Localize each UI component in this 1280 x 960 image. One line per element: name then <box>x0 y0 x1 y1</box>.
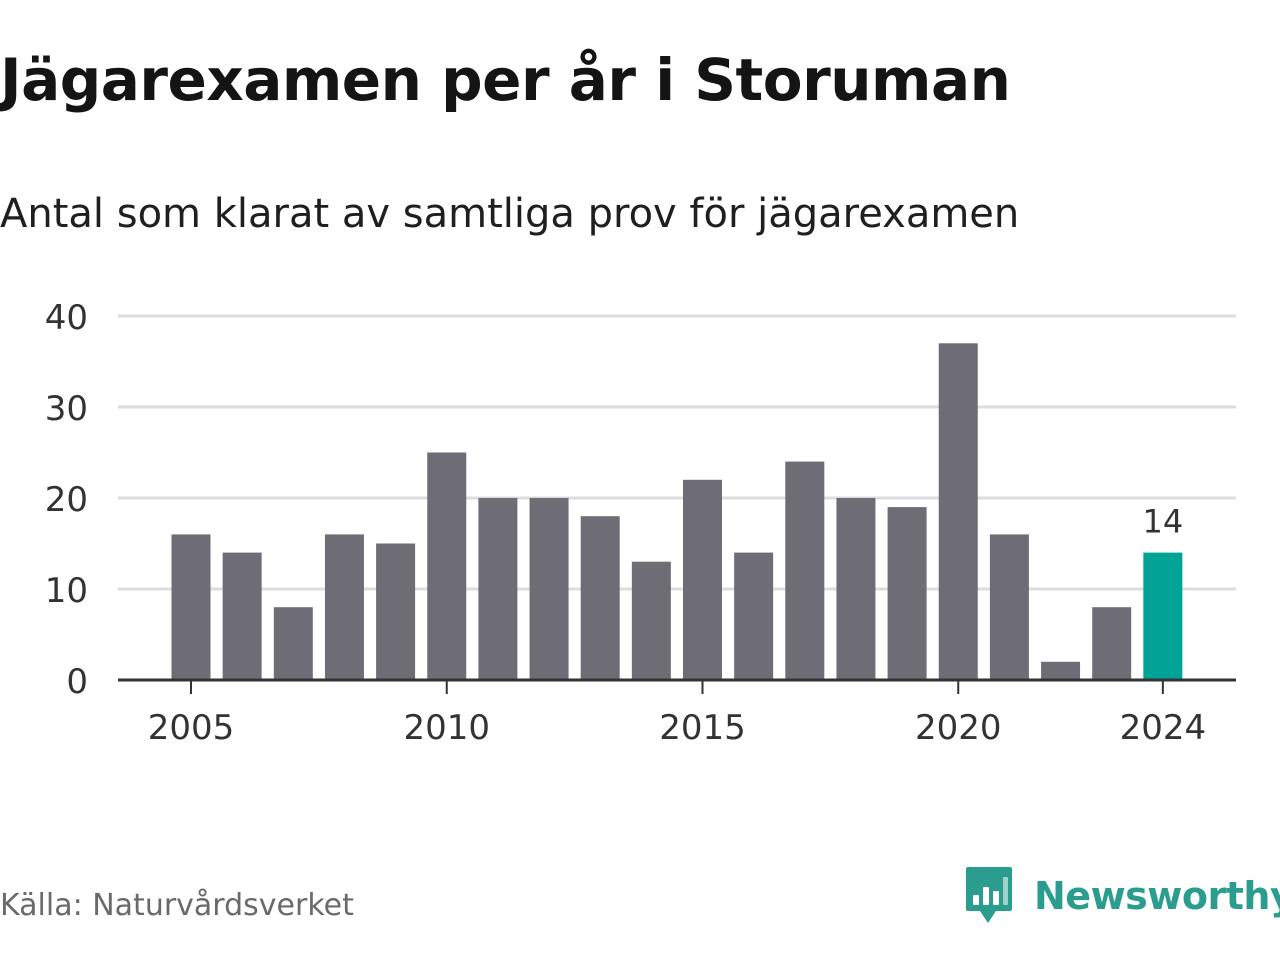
bar-2022 <box>1041 661 1081 680</box>
bar-2007 <box>273 607 313 680</box>
y-tick-label: 30 <box>45 389 88 429</box>
bar-2008 <box>324 534 364 680</box>
x-tick-label: 2015 <box>659 708 746 748</box>
data-labels: 14 <box>1142 503 1183 541</box>
x-tick-label: 2010 <box>403 708 490 748</box>
y-tick-label: 20 <box>45 480 88 520</box>
data-label-2024: 14 <box>1142 503 1183 541</box>
gridlines <box>118 314 1236 591</box>
x-tick-label: 2024 <box>1120 708 1207 748</box>
bar-2017 <box>785 461 825 680</box>
bar-2018 <box>836 498 876 680</box>
newsworthy-logo-icon <box>966 867 1012 923</box>
y-axis-tick-labels: 0 10 20 30 40 <box>45 298 88 702</box>
brand-logo[interactable]: Newsworthy <box>964 864 1280 928</box>
bar-2024 <box>1143 552 1183 680</box>
x-tick-label: 2020 <box>915 708 1002 748</box>
bar-2014 <box>631 561 671 680</box>
bar-2015 <box>683 479 722 680</box>
y-tick-label: 10 <box>45 571 88 611</box>
chart-title: Jägarexamen per år i Storuman <box>0 46 1011 114</box>
bar-2011 <box>478 498 518 680</box>
bar-2009 <box>376 543 416 680</box>
bar-2006 <box>222 552 262 680</box>
bar-2019 <box>887 507 927 680</box>
y-tick-label: 0 <box>66 662 88 702</box>
bar-2021 <box>989 534 1029 680</box>
bars <box>171 343 1183 680</box>
bar-2020 <box>938 343 978 680</box>
chart-subtitle: Antal som klarat av samtliga prov för jä… <box>0 191 1020 237</box>
brand-name: Newsworthy <box>1034 874 1280 918</box>
bar-chart: 0 10 20 30 40 2005 2010 2015 2020 2024 14 <box>45 298 1236 748</box>
bar-2016 <box>734 552 774 680</box>
bar-2010 <box>427 452 467 680</box>
bar-2013 <box>580 516 620 680</box>
bar-2023 <box>1092 607 1132 680</box>
x-tick-label: 2005 <box>148 708 235 748</box>
source-note: Källa: Naturvårdsverket <box>0 888 354 923</box>
x-axis: 2005 2010 2015 2020 2024 <box>118 678 1236 748</box>
y-tick-label: 40 <box>45 298 88 338</box>
bar-2012 <box>529 498 569 680</box>
bar-2005 <box>171 534 211 680</box>
